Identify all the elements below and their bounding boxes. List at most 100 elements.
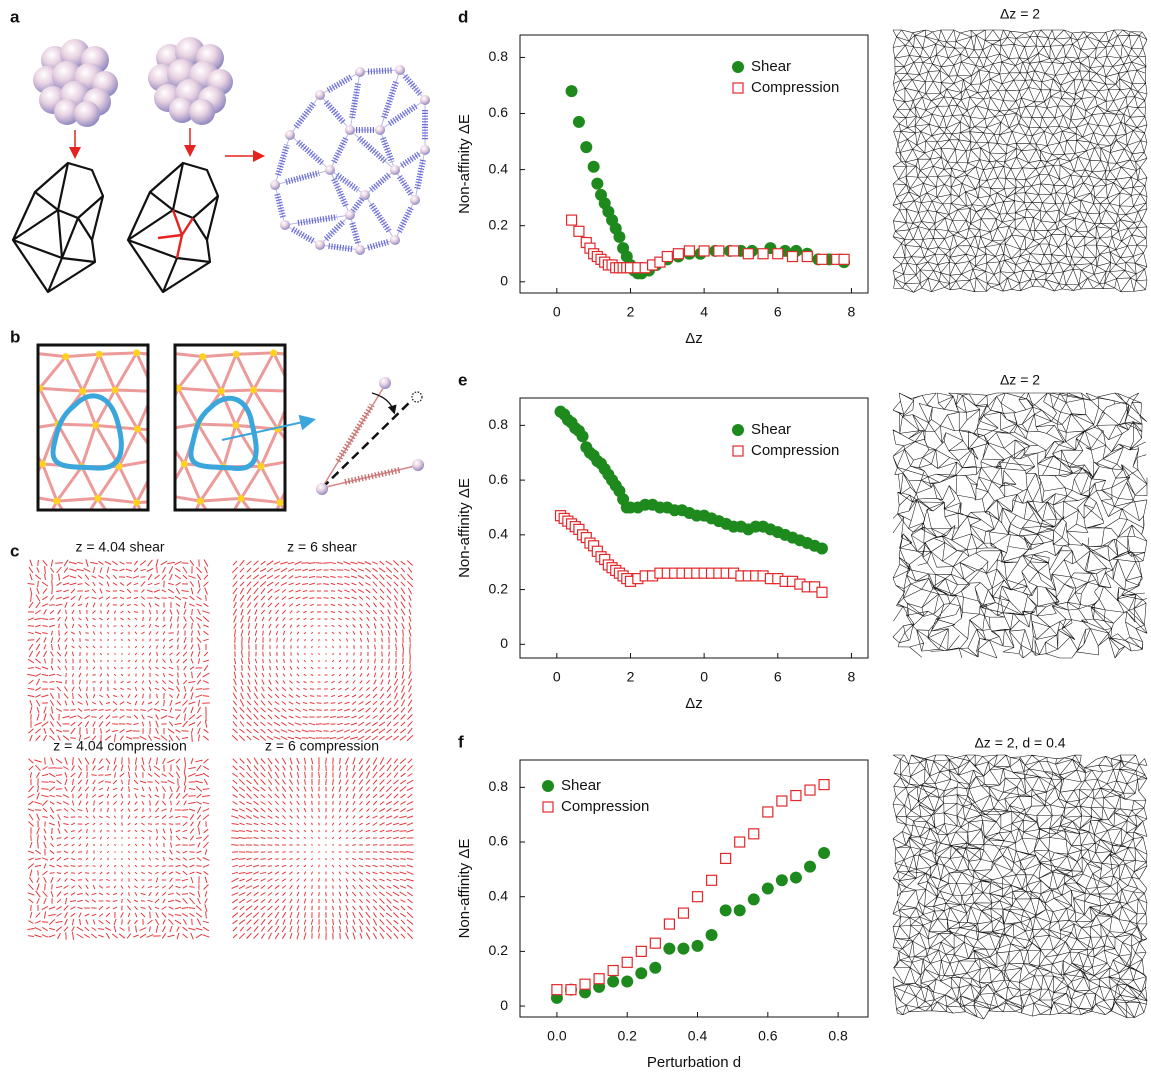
lattice-node: [276, 499, 284, 507]
y-tick-label: 0.8: [489, 778, 509, 794]
spring-coil: [349, 221, 361, 244]
lattice-node: [119, 530, 126, 537]
lattice-node: [95, 350, 103, 358]
lattice-node: [289, 388, 296, 395]
x-tick-label: 6: [774, 669, 782, 685]
spring: [379, 99, 426, 131]
lattice: [38, 351, 148, 510]
lattice-node: [157, 427, 164, 434]
network: [892, 29, 1148, 293]
spring-coil: [369, 172, 391, 193]
y-tick-label: 0: [500, 272, 508, 288]
sphere: [169, 97, 195, 123]
lattice-node: [133, 349, 141, 357]
panel-label: b: [10, 327, 20, 346]
vector-field: [231, 757, 414, 940]
sphere: [54, 99, 80, 125]
point: [565, 984, 577, 996]
point: [607, 964, 619, 977]
panel-a-illustration: [11, 37, 430, 294]
y-axis-label: Non-affinity ΔE: [456, 114, 473, 214]
lattice-node: [115, 462, 123, 470]
point: [804, 860, 816, 873]
plot-frame: [519, 759, 869, 1018]
node: [390, 165, 400, 175]
chart: 0.0 0.2 0.4 0.6 0.8 0 0.2 0.4 0.6 0.8 Perturbation…: [456, 732, 869, 1071]
node: [270, 180, 280, 190]
x-tick-label: 0: [700, 669, 708, 685]
legend-label: Shear: [751, 421, 791, 438]
y-tick-label: 0.4: [489, 526, 509, 542]
spring: [414, 149, 426, 201]
spring-coil: [285, 170, 320, 185]
plot-frame: [519, 397, 869, 659]
point: [748, 828, 760, 840]
panel-b-illustration: [15, 343, 424, 537]
point: [775, 874, 788, 887]
point: [815, 542, 828, 555]
lattice-node: [94, 494, 102, 502]
point: [635, 967, 648, 980]
chart: 0 2 0 6 8 0 0.2 0.4 0.6 0.8 Δz Non-affinity ΔE e Shea…: [456, 370, 869, 712]
lattice-node: [199, 353, 207, 361]
spring-coil: [290, 226, 315, 244]
lattice-node: [232, 350, 240, 358]
network-title: Δz = 2, d = 0.4: [974, 735, 1065, 751]
point: [661, 250, 673, 263]
point: [789, 871, 802, 884]
node: [355, 67, 365, 77]
spring-coil: [399, 151, 421, 169]
vector-field: [27, 757, 210, 940]
point: [613, 230, 626, 243]
sphere: [189, 99, 215, 125]
legend-label: Shear: [561, 777, 601, 794]
point: [551, 984, 563, 996]
lattice-node: [309, 353, 316, 360]
lattice-node: [196, 497, 204, 505]
lattice-node: [37, 530, 44, 537]
legend-marker: [542, 780, 554, 792]
spring-coil: [327, 243, 353, 252]
point: [621, 975, 634, 988]
lattice-node: [232, 421, 240, 429]
point: [591, 177, 604, 190]
point: [677, 942, 690, 955]
spring-coil: [274, 192, 286, 218]
y-tick-label: 0.6: [489, 471, 509, 487]
lattice-node: [19, 492, 26, 499]
network-title: Δz = 2: [1000, 372, 1040, 388]
point: [649, 937, 661, 949]
point: [621, 956, 633, 968]
lattice-node: [307, 427, 314, 434]
spring: [364, 194, 396, 241]
spring-coil: [357, 135, 388, 165]
point: [772, 248, 784, 260]
x-tick-label: 8: [848, 304, 856, 320]
point: [572, 115, 585, 128]
spring: [319, 71, 361, 96]
x-axis-label: Δz: [685, 330, 703, 347]
spring: [394, 149, 426, 171]
point: [573, 225, 585, 237]
point: [727, 245, 740, 257]
point: [757, 248, 769, 260]
point: [677, 907, 690, 919]
node: [345, 210, 355, 220]
sphere: [74, 101, 100, 127]
lattice-node: [257, 462, 265, 470]
point: [698, 245, 710, 257]
spring-coil: [297, 214, 338, 226]
legend-label: Compression: [751, 79, 839, 96]
x-tick-label: 2: [627, 669, 635, 685]
node: [285, 130, 295, 140]
point: [801, 250, 813, 263]
lattice-node: [15, 348, 22, 355]
point: [816, 253, 828, 265]
node: [420, 145, 430, 155]
x-tick-label: 0: [553, 669, 561, 685]
spring: [394, 199, 416, 241]
lattice-node: [298, 456, 305, 463]
lattice-node: [270, 349, 278, 357]
spring: [319, 214, 351, 246]
point: [790, 789, 802, 802]
